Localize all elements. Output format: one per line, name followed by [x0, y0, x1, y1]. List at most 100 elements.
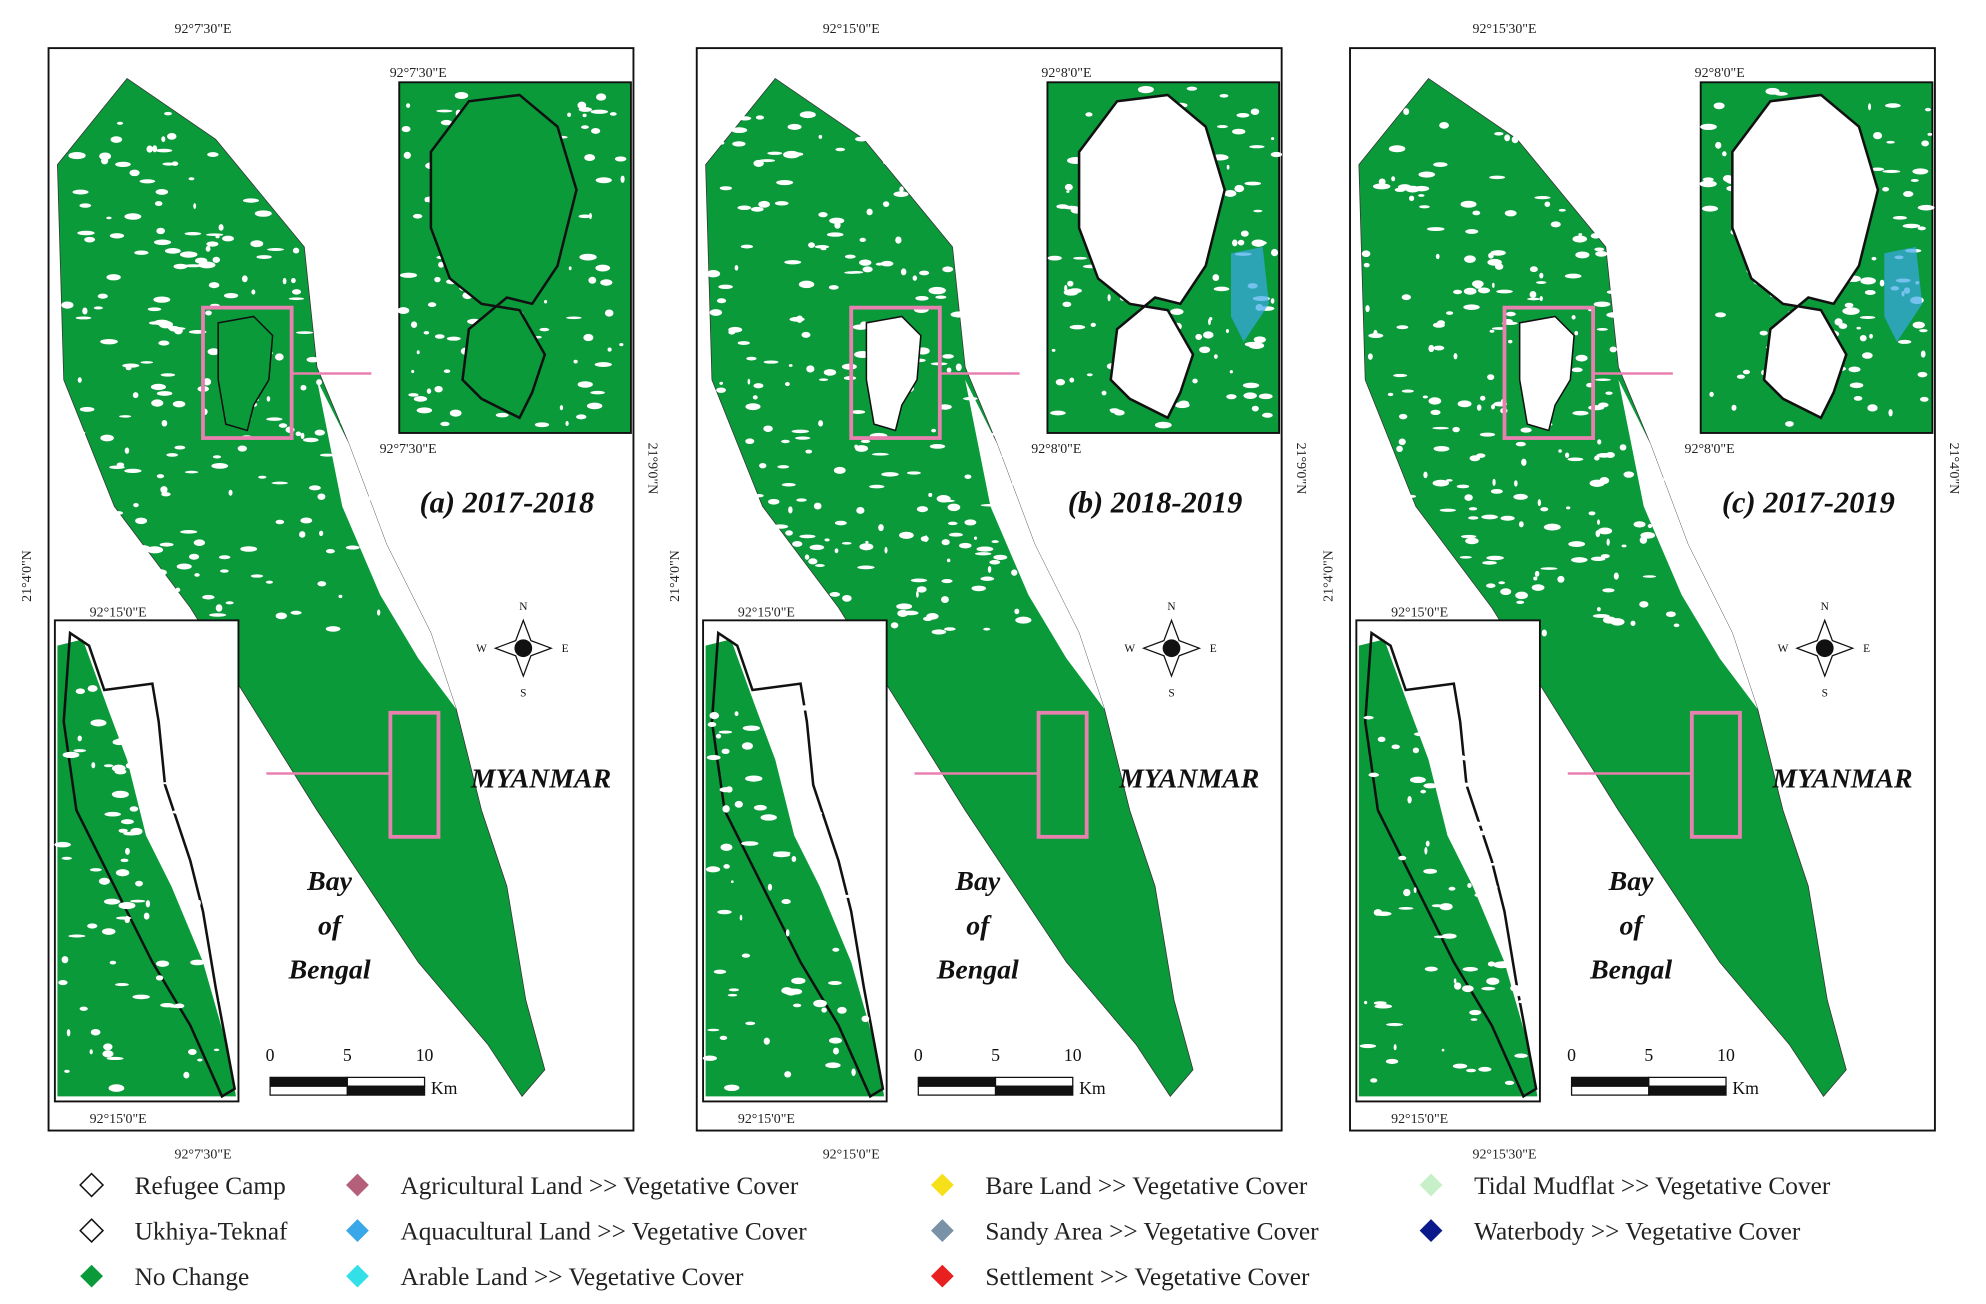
texture	[1516, 600, 1525, 605]
texture	[207, 152, 219, 158]
texture	[146, 145, 153, 153]
place-label: Bay	[954, 866, 1000, 897]
texture	[1487, 961, 1496, 967]
texture	[1251, 405, 1259, 412]
texture	[1521, 458, 1527, 466]
texture	[1016, 122, 1030, 129]
texture	[1368, 488, 1372, 495]
texture	[1910, 178, 1919, 182]
texture	[434, 276, 441, 283]
texture	[1397, 599, 1410, 605]
texture	[1594, 132, 1612, 137]
texture	[1391, 176, 1396, 182]
texture	[151, 399, 164, 407]
scale-bar	[1648, 1076, 1727, 1087]
texture	[781, 483, 796, 487]
texture	[818, 212, 828, 218]
coord-label: 92°15'0"E	[90, 1112, 147, 1127]
texture	[1393, 373, 1408, 378]
texture	[738, 116, 752, 121]
texture	[859, 259, 872, 266]
texture	[834, 548, 839, 554]
texture	[1506, 912, 1524, 917]
texture	[722, 805, 730, 813]
texture	[1195, 333, 1202, 341]
texture	[182, 897, 197, 904]
texture	[1242, 382, 1260, 389]
texture	[275, 519, 285, 525]
texture	[296, 331, 314, 334]
texture	[271, 481, 289, 485]
texture	[989, 559, 1001, 565]
texture	[741, 841, 759, 846]
texture	[1213, 354, 1218, 359]
texture	[1433, 935, 1447, 939]
texture	[160, 373, 176, 377]
texture	[806, 365, 815, 373]
coord-label: 92°15'0"E	[1391, 1112, 1448, 1127]
inset-boundary	[710, 630, 885, 1099]
legend-label: Aquacultural Land >> Vegetative Cover	[401, 1217, 808, 1245]
texture	[819, 828, 826, 833]
texture	[66, 1029, 71, 1037]
texture	[835, 147, 846, 152]
texture	[1401, 389, 1414, 393]
texture	[1597, 527, 1613, 535]
texture	[1363, 715, 1374, 720]
texture	[1240, 230, 1249, 237]
camp-outline	[217, 315, 274, 432]
texture	[1529, 266, 1538, 273]
texture	[783, 757, 790, 764]
texture	[1226, 394, 1237, 400]
texture	[370, 450, 385, 454]
texture	[1504, 1080, 1515, 1086]
texture	[1621, 353, 1628, 358]
texture	[1262, 412, 1273, 418]
texture	[119, 415, 132, 418]
texture	[1574, 331, 1579, 336]
texture	[1736, 374, 1746, 379]
texture	[1479, 432, 1496, 437]
texture	[734, 265, 739, 271]
texture	[1370, 1078, 1378, 1083]
texture	[198, 261, 216, 269]
texture	[1871, 256, 1877, 261]
texture	[1439, 122, 1449, 129]
texture	[1557, 575, 1565, 583]
texture	[964, 519, 977, 526]
texture	[1675, 432, 1686, 437]
texture	[334, 285, 342, 293]
legend-label: Waterbody >> Vegetative Cover	[1474, 1217, 1801, 1245]
texture	[730, 880, 734, 883]
texture	[75, 316, 92, 320]
texture	[1022, 425, 1032, 430]
texture	[256, 144, 272, 150]
texture	[590, 390, 605, 395]
texture	[1086, 373, 1093, 377]
texture	[942, 354, 954, 359]
texture	[808, 558, 818, 565]
texture	[1598, 402, 1609, 408]
texture	[130, 899, 146, 903]
texture	[884, 546, 888, 554]
texture	[588, 212, 592, 220]
texture	[1398, 413, 1408, 420]
texture	[228, 489, 233, 496]
texture	[706, 755, 721, 761]
texture	[179, 251, 198, 258]
texture	[785, 929, 790, 937]
texture	[856, 840, 871, 849]
texture	[854, 685, 871, 690]
texture	[225, 601, 234, 605]
place-label: of	[1619, 910, 1645, 941]
texture	[705, 866, 721, 873]
texture	[1578, 233, 1583, 236]
texture	[1636, 353, 1652, 360]
texture	[802, 685, 809, 692]
texture	[323, 352, 329, 357]
map-panel: 92°8'0"E 92°8'0"E 92°15'0"E 92°15'0"E 92°15'…	[1321, 22, 1961, 1162]
texture	[106, 274, 121, 281]
scale-bar	[346, 1076, 426, 1087]
texture	[760, 710, 778, 718]
texture	[1505, 311, 1516, 317]
